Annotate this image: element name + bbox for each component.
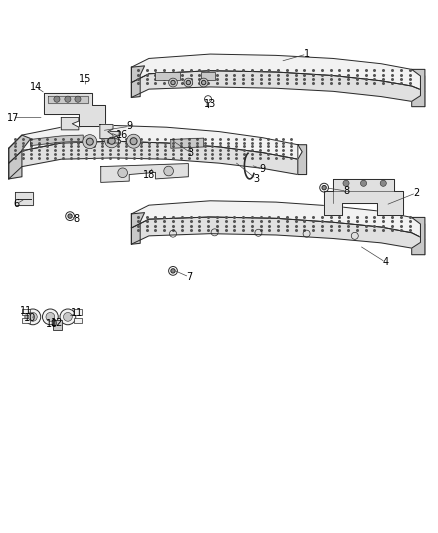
Text: 7: 7 [186, 272, 192, 282]
Text: 10: 10 [46, 319, 58, 329]
Circle shape [65, 96, 71, 102]
Polygon shape [15, 192, 33, 205]
Text: 8: 8 [344, 186, 350, 196]
Circle shape [64, 312, 72, 321]
Polygon shape [324, 179, 403, 215]
Circle shape [25, 309, 41, 325]
Polygon shape [131, 66, 145, 98]
Text: 12: 12 [51, 318, 63, 328]
Text: 13: 13 [204, 99, 216, 109]
Text: 3: 3 [187, 148, 194, 158]
Circle shape [127, 134, 141, 148]
Polygon shape [48, 96, 88, 103]
Circle shape [360, 180, 367, 187]
Text: 1: 1 [304, 49, 310, 59]
Polygon shape [131, 201, 425, 239]
Bar [74, 318, 82, 324]
Text: 6: 6 [14, 199, 20, 209]
Polygon shape [61, 118, 79, 130]
Circle shape [380, 180, 386, 187]
Polygon shape [298, 145, 307, 174]
Polygon shape [9, 141, 298, 179]
Bar [53, 320, 62, 330]
Text: 11: 11 [71, 309, 83, 318]
Polygon shape [9, 125, 298, 163]
Bar [74, 310, 82, 314]
Text: 2: 2 [413, 188, 419, 198]
Circle shape [75, 96, 81, 102]
Circle shape [42, 309, 58, 325]
Circle shape [54, 96, 60, 102]
Text: 16: 16 [116, 130, 128, 140]
Circle shape [68, 214, 72, 219]
Polygon shape [131, 213, 145, 244]
Polygon shape [31, 135, 83, 146]
Circle shape [186, 80, 191, 85]
Text: 3: 3 [253, 174, 259, 184]
Circle shape [201, 80, 206, 85]
Text: 10: 10 [24, 313, 36, 323]
Circle shape [322, 185, 326, 190]
Circle shape [169, 78, 177, 87]
Text: 18: 18 [143, 169, 155, 180]
Text: 4: 4 [382, 257, 389, 267]
Text: 15: 15 [79, 74, 92, 84]
Circle shape [118, 168, 127, 177]
Polygon shape [44, 93, 105, 126]
Circle shape [60, 309, 76, 325]
Polygon shape [131, 71, 425, 107]
Polygon shape [9, 135, 31, 179]
Polygon shape [131, 217, 425, 255]
Circle shape [130, 138, 137, 145]
Circle shape [171, 80, 175, 85]
Polygon shape [101, 164, 188, 182]
Bar [22, 318, 30, 324]
Polygon shape [107, 132, 120, 143]
Text: 9: 9 [126, 122, 132, 131]
Circle shape [28, 312, 37, 321]
Circle shape [86, 138, 93, 145]
Text: 14: 14 [30, 82, 42, 92]
Text: 9: 9 [260, 164, 266, 174]
FancyBboxPatch shape [201, 72, 215, 80]
Circle shape [164, 166, 173, 176]
Polygon shape [100, 125, 113, 139]
Polygon shape [412, 217, 425, 255]
Circle shape [199, 78, 208, 87]
Circle shape [108, 138, 115, 144]
Circle shape [171, 269, 175, 273]
FancyBboxPatch shape [155, 72, 180, 80]
Text: 17: 17 [7, 112, 19, 123]
Polygon shape [412, 69, 425, 107]
Circle shape [83, 135, 97, 149]
Text: 11: 11 [20, 306, 32, 316]
Circle shape [105, 134, 119, 148]
Text: 8: 8 [74, 214, 80, 224]
Circle shape [343, 180, 349, 187]
Circle shape [46, 312, 55, 321]
Polygon shape [171, 138, 204, 148]
Circle shape [184, 78, 193, 87]
Polygon shape [131, 54, 425, 91]
Bar [22, 310, 30, 314]
